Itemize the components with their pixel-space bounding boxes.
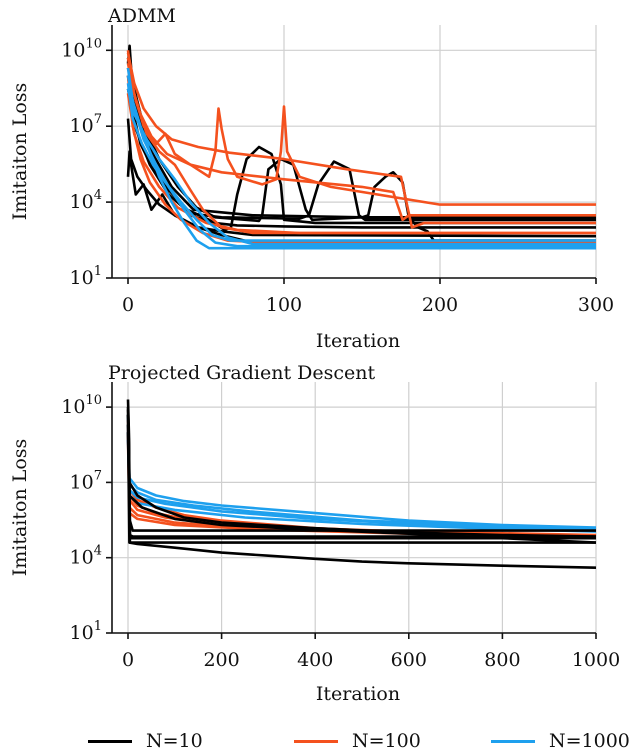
x-tick-label: 200 bbox=[422, 294, 458, 316]
legend-swatch-n1000 bbox=[491, 739, 535, 743]
y-tick-label: 104 bbox=[70, 544, 102, 569]
x-axis-label: Iteration bbox=[316, 330, 400, 352]
series-group bbox=[126, 44, 597, 250]
y-tick-label: 101 bbox=[70, 264, 102, 289]
legend-label-n100: N=100 bbox=[352, 730, 421, 752]
series-line-n100 bbox=[126, 52, 596, 229]
chart-title: ADMM bbox=[107, 5, 176, 27]
series-group bbox=[126, 399, 597, 569]
y-tick-label: 1010 bbox=[61, 393, 102, 418]
series-line-n1000 bbox=[126, 414, 597, 529]
legend-label-n1000: N=1000 bbox=[549, 730, 630, 752]
y-tick-label: 107 bbox=[70, 468, 102, 493]
series-line-n100 bbox=[126, 57, 596, 206]
x-axis-label: Iteration bbox=[316, 683, 400, 705]
legend-label-n10: N=10 bbox=[146, 730, 203, 752]
x-tick-label: 0 bbox=[122, 294, 134, 316]
y-tick-label: 101 bbox=[70, 619, 102, 644]
legend-swatch-n100 bbox=[294, 739, 338, 743]
y-tick-label: 104 bbox=[70, 188, 102, 213]
x-tick-label: 600 bbox=[391, 649, 427, 671]
panel-projected-gradient-descent: 101 104 107 1010 0 200 400 600 800 1000 Projected … bbox=[9, 362, 620, 705]
series-line-n100 bbox=[126, 50, 596, 222]
series-line-n10 bbox=[126, 399, 596, 532]
legend-item-n100: N=100 bbox=[294, 730, 421, 752]
series-line-n1000 bbox=[126, 83, 596, 242]
x-tick-label: 100 bbox=[266, 294, 302, 316]
legend-item-n10: N=10 bbox=[88, 730, 203, 752]
y-axis-label: Imitaiton Loss bbox=[9, 439, 31, 577]
series-line-n1000 bbox=[126, 432, 597, 531]
x-tick-label: 800 bbox=[484, 649, 520, 671]
x-tick-label: 200 bbox=[203, 649, 239, 671]
series-line-n10 bbox=[126, 57, 596, 223]
series-line-n1000 bbox=[126, 88, 596, 246]
series-line-n10 bbox=[126, 424, 597, 569]
series-line-n10 bbox=[126, 75, 596, 232]
y-tick-label: 107 bbox=[70, 112, 102, 137]
series-line-n10 bbox=[126, 432, 597, 544]
series-line-n10 bbox=[126, 67, 596, 242]
y-axis-label: Imitaiton Loss bbox=[9, 83, 31, 221]
series-line-n10 bbox=[126, 118, 597, 238]
chart-title: Projected Gradient Descent bbox=[108, 362, 375, 384]
panel-admm: 101 104 107 1010 0 100 200 300 ADMM Iteration Imit… bbox=[9, 5, 614, 352]
y-tick-label: 1010 bbox=[61, 36, 102, 61]
series-line-n10 bbox=[126, 414, 597, 538]
x-tick-label: 300 bbox=[578, 294, 614, 316]
legend-item-n1000: N=1000 bbox=[491, 730, 630, 752]
x-tick-label: 1000 bbox=[572, 649, 620, 671]
legend-swatch-n10 bbox=[88, 739, 132, 743]
x-tick-label: 0 bbox=[122, 649, 134, 671]
series-line-n100 bbox=[126, 93, 596, 235]
x-tick-label: 400 bbox=[297, 649, 333, 671]
